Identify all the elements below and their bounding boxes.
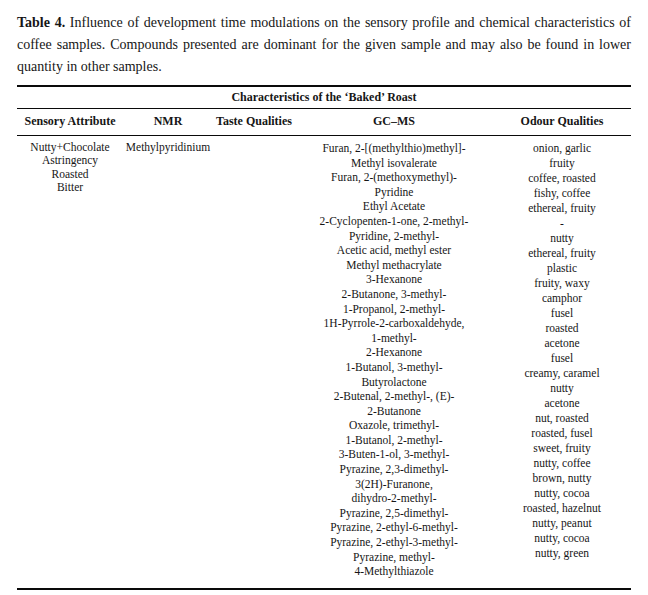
table-cell-line: 4-Methylthiazole bbox=[295, 564, 493, 579]
table-cell-line: nutty, cocoa bbox=[493, 486, 631, 501]
table-cell-line: 2-Hexanone bbox=[295, 345, 493, 360]
table-cell-line: Methyl isovalerate bbox=[295, 156, 493, 171]
cell-odour-qualities: onion, garlicfruitycoffee, roastedfishy,… bbox=[493, 141, 631, 561]
cell-nmr-compounds: Methylpyridinium bbox=[123, 141, 213, 154]
table-cell-line: camphor bbox=[493, 291, 631, 306]
table-cell-line: roasted, fusel bbox=[493, 426, 631, 441]
table-cell-line: 1-methyl- bbox=[295, 331, 493, 346]
table-cell-line: roasted, hazelnut bbox=[493, 501, 631, 516]
table-cell-line: - bbox=[493, 216, 631, 231]
table-cell-line: fruity bbox=[493, 156, 631, 171]
table-cell-line: Furan, 2-[(methylthio)methyl]- bbox=[295, 141, 493, 156]
table-cell-line: 1-Propanol, 2-methyl- bbox=[295, 302, 493, 317]
table-cell-line: creamy, caramel bbox=[493, 366, 631, 381]
table-cell-line: ethereal, fruity bbox=[493, 201, 631, 216]
table-caption-text: Influence of development time modulation… bbox=[17, 15, 631, 74]
table-cell-line: Oxazole, trimethyl- bbox=[295, 418, 493, 433]
table-cell-line: acetone bbox=[493, 336, 631, 351]
table-cell-line: Pyrazine, 2-ethyl-6-methyl- bbox=[295, 520, 493, 535]
table-cell-line: 2-Butanone bbox=[295, 404, 493, 419]
column-header-sensory-attribute: Sensory Attribute bbox=[17, 114, 123, 129]
table-cell-line: nutty, peanut bbox=[493, 516, 631, 531]
table-cell-line: Pyrazine, 2-ethyl-3-methyl- bbox=[295, 535, 493, 550]
table-caption-label: Table 4. bbox=[17, 15, 65, 30]
table-cell-line: fusel bbox=[493, 306, 631, 321]
table-cell-line: roasted bbox=[493, 321, 631, 336]
table-cell-line: Furan, 2-(methoxymethyl)- bbox=[295, 170, 493, 185]
table-cell-line: coffee, roasted bbox=[493, 171, 631, 186]
table-cell-line: Astringency bbox=[17, 154, 123, 167]
paper-page: Table 4. Influence of development time m… bbox=[0, 0, 648, 595]
table-cell-line: nutty, coffee bbox=[493, 456, 631, 471]
column-header-odour-qualities: Odour Qualities bbox=[493, 114, 631, 129]
cell-gcms-compounds: Furan, 2-[(methylthio)methyl]-Methyl iso… bbox=[295, 141, 493, 579]
table-rule-bottom bbox=[17, 588, 631, 590]
table-cell-line: Butyrolactone bbox=[295, 375, 493, 390]
table-body-row: Nutty+ChocolateAstringencyRoastedBitter … bbox=[17, 136, 631, 588]
table-cell-line: 3(2H)-Furanone, bbox=[295, 477, 493, 492]
table-cell-line: onion, garlic bbox=[493, 141, 631, 156]
table-cell-line: Methylpyridinium bbox=[123, 141, 213, 154]
cell-sensory-attributes: Nutty+ChocolateAstringencyRoastedBitter bbox=[17, 141, 123, 195]
table-cell-line: 3-Buten-1-ol, 3-methyl- bbox=[295, 447, 493, 462]
table-cell-line: 2-Butanone, 3-methyl- bbox=[295, 287, 493, 302]
table-cell-line: plastic bbox=[493, 261, 631, 276]
table-header-row: Sensory Attribute NMR Taste Qualities GC… bbox=[17, 109, 631, 135]
table-cell-line: nutty, cocoa bbox=[493, 531, 631, 546]
table-cell-line: 1-Butanol, 3-methyl- bbox=[295, 360, 493, 375]
table-spanner-title: Characteristics of the ‘Baked’ Roast bbox=[17, 87, 631, 108]
table-cell-line: Pyrazine, 2,5-dimethyl- bbox=[295, 506, 493, 521]
column-header-taste-qualities: Taste Qualities bbox=[213, 114, 295, 129]
table-cell-line: Bitter bbox=[17, 181, 123, 194]
column-header-gcms: GC–MS bbox=[295, 114, 493, 129]
table-cell-line: nut, roasted bbox=[493, 411, 631, 426]
table-cell-line: Pyrazine, methyl- bbox=[295, 550, 493, 565]
table-cell-line: nutty bbox=[493, 231, 631, 246]
table-cell-line: Pyridine, 2-methyl- bbox=[295, 229, 493, 244]
table-cell-line: dihydro-2-methyl- bbox=[295, 491, 493, 506]
column-header-nmr: NMR bbox=[123, 114, 213, 129]
table-cell-line: Methyl methacrylate bbox=[295, 258, 493, 273]
table-cell-line: fruity, waxy bbox=[493, 276, 631, 291]
table-cell-line: fishy, coffee bbox=[493, 186, 631, 201]
table-caption: Table 4. Influence of development time m… bbox=[17, 12, 631, 78]
table-cell-line: 2-Cyclopenten-1-one, 2-methyl- bbox=[295, 214, 493, 229]
table-cell-line: 3-Hexanone bbox=[295, 272, 493, 287]
table-cell-line: ethereal, fruity bbox=[493, 246, 631, 261]
table-cell-line: sweet, fruity bbox=[493, 441, 631, 456]
table-cell-line: Pyrazine, 2,3-dimethyl- bbox=[295, 462, 493, 477]
data-table: Characteristics of the ‘Baked’ Roast Sen… bbox=[17, 85, 631, 590]
table-cell-line: Ethyl Acetate bbox=[295, 199, 493, 214]
table-cell-line: brown, nutty bbox=[493, 471, 631, 486]
table-cell-line: Roasted bbox=[17, 168, 123, 181]
table-cell-line: nutty bbox=[493, 381, 631, 396]
table-cell-line: acetone bbox=[493, 396, 631, 411]
table-cell-line: fusel bbox=[493, 351, 631, 366]
table-cell-line: Acetic acid, methyl ester bbox=[295, 243, 493, 258]
table-cell-line: Pyridine bbox=[295, 185, 493, 200]
table-cell-line: 2-Butenal, 2-methyl-, (E)- bbox=[295, 389, 493, 404]
table-cell-line: nutty, green bbox=[493, 546, 631, 561]
table-cell-line: 1H-Pyrrole-2-carboxaldehyde, bbox=[295, 316, 493, 331]
table-cell-line: Nutty+Chocolate bbox=[17, 141, 123, 154]
table-cell-line: 1-Butanol, 2-methyl- bbox=[295, 433, 493, 448]
